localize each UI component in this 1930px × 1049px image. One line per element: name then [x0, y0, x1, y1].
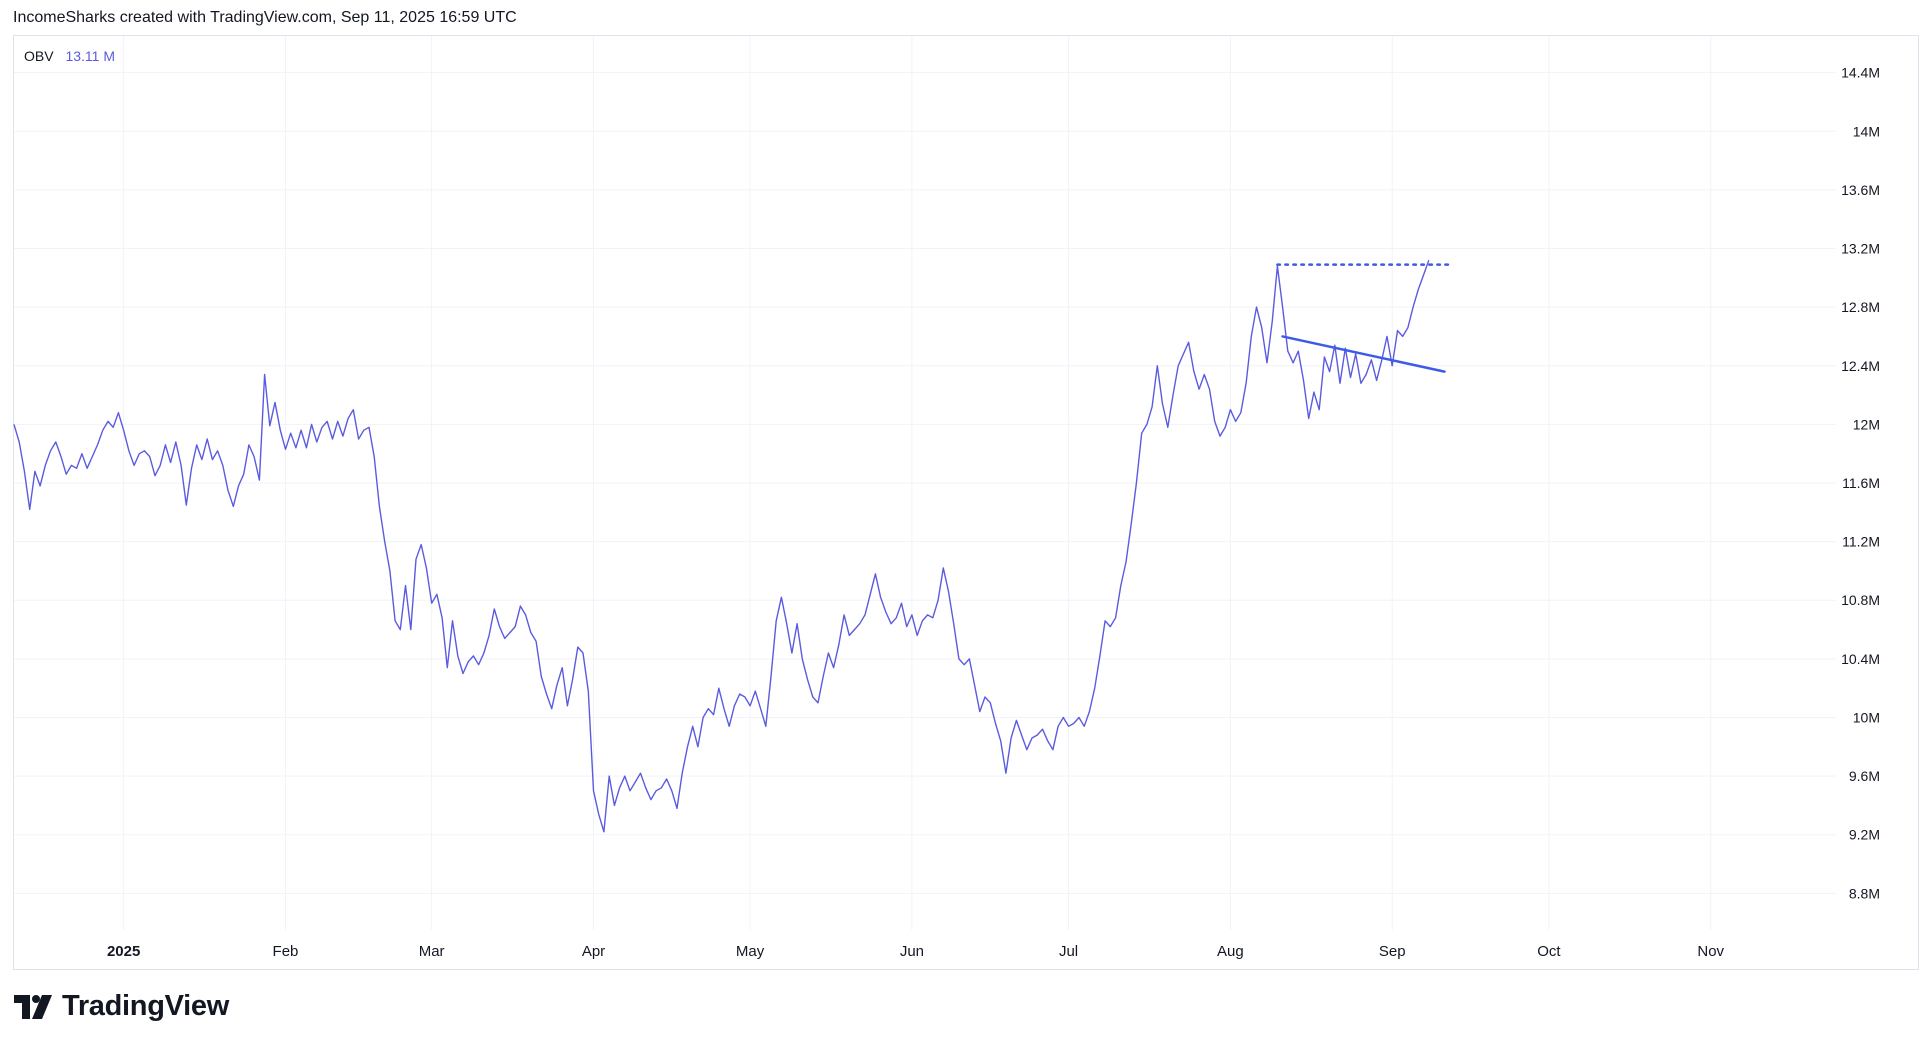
tradingview-logo-icon [14, 994, 52, 1019]
x-tick-label: Apr [582, 943, 605, 960]
y-tick-label: 13.6M [1841, 182, 1880, 198]
drawings-layer [1276, 263, 1451, 373]
x-tick-label: Aug [1217, 943, 1244, 960]
price-scale: 8.8M 9.2M 9.6M 10M 10.4M 10.8M 11.2M 11.6M 12M 12… [1841, 65, 1880, 902]
x-tick-label: May [736, 943, 765, 960]
x-tick-label: Feb [273, 943, 299, 960]
y-tick-label: 8.8M [1849, 885, 1880, 901]
series-layer [13, 259, 1430, 833]
y-tick-label: 10.4M [1841, 651, 1880, 667]
tradingview-branding[interactable]: TradingView [14, 990, 229, 1023]
y-tick-label: 11.2M [1842, 534, 1880, 550]
y-tick-label: 12M [1853, 416, 1880, 432]
grid-lines [14, 36, 1836, 930]
y-tick-label: 12.4M [1841, 358, 1880, 374]
y-tick-label: 13.2M [1841, 241, 1880, 257]
indicator-name: OBV [24, 48, 54, 64]
y-tick-label: 12.8M [1841, 299, 1880, 315]
x-tick-label: Jul [1059, 943, 1078, 960]
time-scale: 2025 Feb Mar Apr May Jun Jul Aug Sep Oct Nov [107, 943, 1725, 960]
x-tick-label: Oct [1537, 943, 1561, 960]
x-tick-label: Jun [900, 943, 924, 960]
descending-trendline [1281, 335, 1446, 373]
tradingview-brand-text: TradingView [62, 990, 229, 1022]
obv-line [13, 259, 1430, 833]
x-tick-label: Sep [1379, 943, 1406, 960]
y-tick-label: 10.8M [1841, 592, 1880, 608]
x-tick-label: Mar [419, 943, 445, 960]
y-tick-label: 9.6M [1849, 768, 1880, 784]
y-tick-label: 14.4M [1841, 65, 1880, 81]
y-tick-label: 14M [1853, 123, 1880, 139]
y-tick-label: 9.2M [1849, 827, 1880, 843]
indicator-legend[interactable]: OBV 13.11 M [24, 48, 115, 64]
chart-frame [13, 35, 1919, 970]
y-tick-label: 10M [1853, 709, 1880, 725]
y-tick-label: 11.6M [1842, 475, 1880, 491]
x-tick-label: 2025 [107, 943, 140, 960]
obv-chart[interactable]: 8.8M 9.2M 9.6M 10M 10.4M 10.8M 11.2M 11.6M 12M 12… [0, 0, 1930, 975]
chart-attribution: IncomeSharks created with TradingView.co… [13, 9, 517, 26]
indicator-value: 13.11 M [65, 48, 116, 64]
x-tick-label: Nov [1697, 943, 1724, 960]
